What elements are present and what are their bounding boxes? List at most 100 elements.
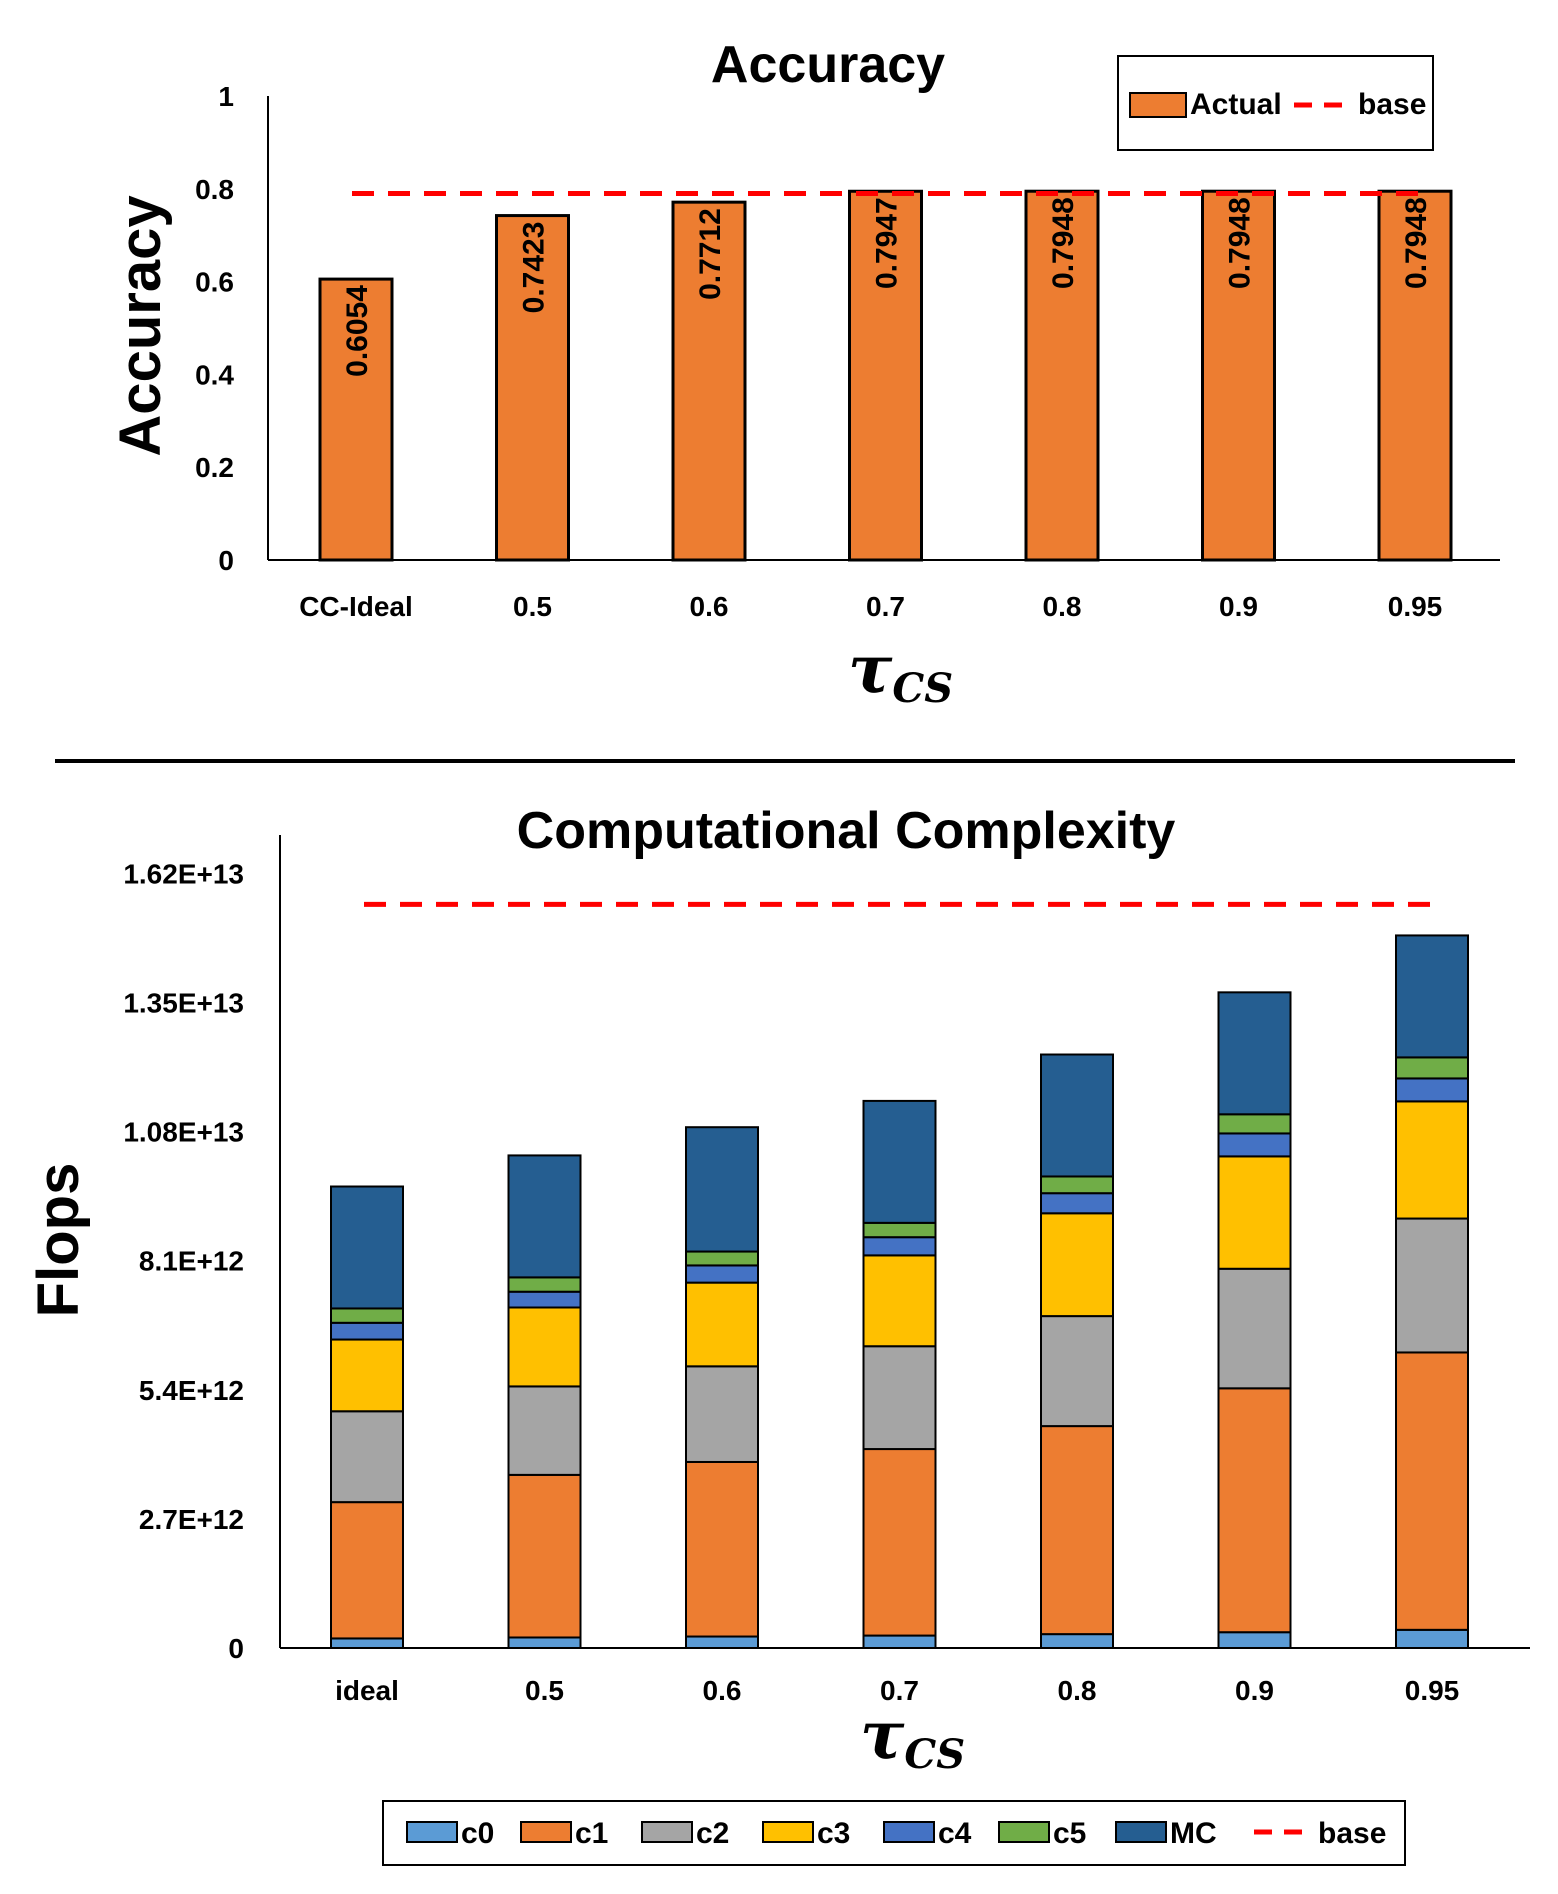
- accuracy-y-tick-0-8: 0.8: [195, 174, 234, 205]
- complexity-segment-mc-0-8: [1040, 1053, 1114, 1178]
- accuracy-y-tick-0-6: 0.6: [195, 267, 234, 298]
- complexity-segment-c5-0-6: [685, 1250, 759, 1267]
- accuracy-data-label-0-7: 0.7947: [871, 197, 904, 289]
- complexity-y-tick-1-62e-13: 1.62E+13: [123, 858, 244, 889]
- accuracy-x-axis-label-sub: CS: [892, 665, 953, 712]
- complexity-segment-c5-ideal: [330, 1307, 404, 1324]
- legend-label-c3: c3: [817, 1817, 850, 1850]
- complexity-segment-c0-0-7: [862, 1634, 937, 1650]
- complexity-y-tick-8-1e-12: 8.1E+12: [139, 1246, 244, 1277]
- accuracy-y-tick-0-4: 0.4: [195, 359, 234, 390]
- accuracy-x-tick-0-9: 0.9: [1219, 591, 1258, 622]
- complexity-y-tick-1-35e-13: 1.35E+13: [123, 987, 244, 1018]
- complexity-segment-c1-0-7: [862, 1448, 937, 1637]
- legend-label-base: base: [1358, 88, 1426, 121]
- complexity-segment-mc-ideal: [330, 1185, 404, 1310]
- accuracy-x-tick-0-5: 0.5: [513, 591, 552, 622]
- complexity-x-tick-0-8: 0.8: [1058, 1675, 1097, 1706]
- complexity-segment-mc-0-9: [1217, 991, 1292, 1116]
- complexity-x-axis-label: τCS: [860, 1696, 965, 1778]
- complexity-segment-c2-0-9: [1217, 1267, 1292, 1390]
- complexity-segment-c3-0-9: [1217, 1155, 1292, 1270]
- complexity-segment-c4-0-5: [507, 1290, 582, 1309]
- complexity-segment-c3-0-8: [1040, 1212, 1114, 1318]
- complexity-chart-title: Computational Complexity: [517, 802, 1176, 860]
- accuracy-data-labels: 0.6054 0.7423 0.7712 0.7947 0.7948 0.7948 0.79…: [341, 197, 1433, 377]
- accuracy-chart: Accuracy Accuracy 00.20.40.60.81 0.60540…: [108, 36, 1500, 712]
- accuracy-data-label-0-95: 0.7948: [1400, 197, 1433, 289]
- complexity-segment-c1-0-6: [685, 1460, 759, 1638]
- complexity-x-tick-0-9: 0.9: [1235, 1675, 1274, 1706]
- complexity-x-axis-label-sub: CS: [904, 1731, 965, 1778]
- accuracy-x-tick-cc-ideal: CC-Ideal: [299, 591, 413, 622]
- accuracy-x-tick-0-6: 0.6: [690, 591, 729, 622]
- complexity-segment-c4-0-8: [1040, 1192, 1114, 1215]
- complexity-segment-c3-0-95: [1395, 1100, 1469, 1220]
- complexity-segment-c1-0-5: [507, 1473, 582, 1639]
- complexity-stacked-bars: [330, 934, 1469, 1650]
- complexity-segment-c2-0-6: [685, 1365, 759, 1463]
- accuracy-x-tick-0-95: 0.95: [1388, 591, 1443, 622]
- accuracy-y-tick-0-2: 0.2: [195, 452, 234, 483]
- complexity-segment-c1-ideal: [330, 1501, 404, 1640]
- complexity-y-tick-1-08e-13: 1.08E+13: [123, 1117, 244, 1148]
- complexity-y-tick-5-4e-12: 5.4E+12: [139, 1375, 244, 1406]
- complexity-segment-c1-0-8: [1040, 1425, 1114, 1636]
- complexity-segment-c3-0-5: [507, 1306, 582, 1388]
- accuracy-x-tick-0-8: 0.8: [1043, 591, 1082, 622]
- legend-label-c2: c2: [696, 1817, 729, 1850]
- complexity-y-tick-2-7e-12: 2.7E+12: [139, 1504, 244, 1535]
- accuracy-bar-0-5: [495, 214, 570, 562]
- legend-swatch-c4: [883, 1821, 935, 1843]
- accuracy-bar-0-9: [1201, 189, 1276, 562]
- complexity-legend: c0 c1 c2 c3 c4 c5 MC base: [382, 1800, 1406, 1866]
- accuracy-data-label-0-5: 0.7423: [518, 222, 551, 314]
- complexity-x-tick-ideal: ideal: [335, 1675, 399, 1706]
- legend-swatch-mc: [1115, 1821, 1167, 1843]
- complexity-segment-c2-0-5: [507, 1385, 582, 1476]
- complexity-segment-c2-0-95: [1395, 1217, 1469, 1354]
- complexity-x-tick-0-5: 0.5: [525, 1675, 564, 1706]
- accuracy-y-tick-0: 0: [218, 545, 234, 576]
- accuracy-data-label-0-6: 0.7712: [694, 208, 727, 300]
- complexity-segment-c0-0-9: [1217, 1631, 1292, 1650]
- legend-swatch-actual: [1129, 92, 1187, 118]
- complexity-segment-c3-ideal: [330, 1338, 404, 1413]
- complexity-segment-c4-0-6: [685, 1264, 759, 1284]
- accuracy-bar-cc-ideal: [318, 277, 394, 562]
- complexity-x-tick-0-7: 0.7: [880, 1675, 919, 1706]
- complexity-segment-c5-0-9: [1217, 1113, 1292, 1135]
- complexity-segment-c5-0-7: [862, 1221, 937, 1239]
- accuracy-data-label-0-8: 0.7948: [1047, 197, 1080, 289]
- complexity-segment-c1-0-9: [1217, 1387, 1292, 1634]
- complexity-segment-c4-0-7: [862, 1236, 937, 1257]
- accuracy-data-label-cc-ideal: 0.6054: [341, 285, 374, 377]
- accuracy-x-ticks: CC-Ideal 0.5 0.6 0.7 0.8 0.9 0.95: [299, 591, 1442, 622]
- accuracy-y-tick-1: 1: [218, 81, 234, 112]
- complexity-segment-c4-ideal: [330, 1321, 404, 1341]
- complexity-x-tick-0-95: 0.95: [1405, 1675, 1460, 1706]
- complexity-segment-mc-0-5: [507, 1154, 582, 1279]
- legend-label-base: base: [1318, 1817, 1386, 1850]
- complexity-segment-c0-0-6: [685, 1635, 759, 1649]
- legend-label-c5: c5: [1053, 1817, 1086, 1850]
- complexity-segment-c4-0-9: [1217, 1132, 1292, 1158]
- complexity-x-ticks: ideal 0.5 0.6 0.7 0.8 0.9 0.95: [335, 1675, 1459, 1706]
- complexity-segment-c2-ideal: [330, 1410, 404, 1504]
- legend-label-actual: Actual: [1190, 88, 1282, 121]
- accuracy-bars: [318, 189, 1453, 562]
- legend-label-mc: MC: [1170, 1817, 1217, 1850]
- legend-label-c0: c0: [461, 1817, 494, 1850]
- complexity-segment-c3-0-7: [862, 1254, 937, 1348]
- legend-label-c4: c4: [938, 1817, 972, 1850]
- accuracy-bar-0-7: [848, 189, 923, 562]
- complexity-y-ticks: 0 2.7E+12 5.4E+12 8.1E+12 1.08E+13 1.35E+13 1.…: [123, 858, 244, 1664]
- accuracy-x-tick-0-7: 0.7: [866, 591, 905, 622]
- accuracy-y-axis-label: Accuracy: [108, 195, 173, 456]
- accuracy-legend: Actual base: [1117, 55, 1434, 151]
- complexity-segment-mc-0-7: [862, 1099, 937, 1224]
- legend-swatch-c3: [762, 1821, 814, 1843]
- complexity-segment-c2-0-7: [862, 1345, 937, 1451]
- accuracy-y-ticks: 0 0.2 0.4 0.6 0.8 1: [195, 81, 234, 576]
